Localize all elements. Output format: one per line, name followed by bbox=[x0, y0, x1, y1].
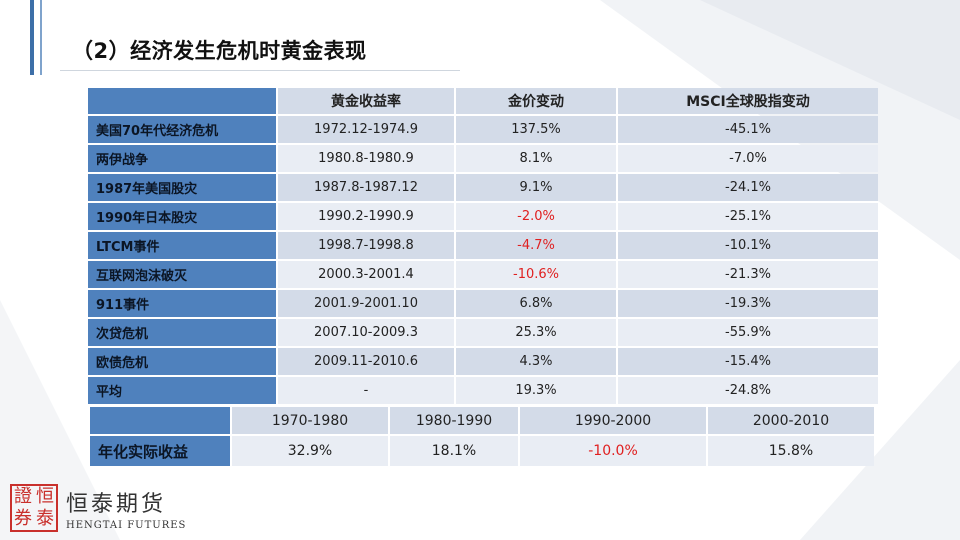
table-row: 两伊战争 1980.8-1980.9 8.1% -7.0% bbox=[88, 145, 878, 172]
table-row: 911事件 2001.9-2001.10 6.8% -19.3% bbox=[88, 290, 878, 317]
header-corner bbox=[90, 407, 230, 434]
seal-char: 恒 bbox=[36, 486, 54, 507]
header-decade-3: 1990-2000 bbox=[520, 407, 706, 434]
annual-return-table: 1970-1980 1980-1990 1990-2000 2000-2010 … bbox=[88, 405, 876, 468]
event-name: 欧债危机 bbox=[88, 348, 276, 375]
event-name: 两伊战争 bbox=[88, 145, 276, 172]
accent-bar-thin bbox=[40, 0, 42, 75]
msci-change: -21.3% bbox=[618, 261, 878, 288]
msci-change: -15.4% bbox=[618, 348, 878, 375]
seal-char: 證 bbox=[14, 486, 32, 507]
table-header-row: 黄金收益率 金价变动 MSCI全球股指变动 bbox=[88, 88, 878, 114]
title-divider bbox=[60, 70, 460, 71]
event-name: 1987年美国股灾 bbox=[88, 174, 276, 201]
seal-char: 券 bbox=[14, 508, 32, 529]
accent-bar bbox=[30, 0, 34, 75]
header-gold-change: 金价变动 bbox=[456, 88, 616, 114]
event-period: 1987.8-1987.12 bbox=[278, 174, 454, 201]
header-decade-4: 2000-2010 bbox=[708, 407, 874, 434]
gold-change: 25.3% bbox=[456, 319, 616, 346]
annual-value: -10.0% bbox=[520, 436, 706, 466]
event-name: 次贷危机 bbox=[88, 319, 276, 346]
header-msci-change: MSCI全球股指变动 bbox=[618, 88, 878, 114]
event-name: 911事件 bbox=[88, 290, 276, 317]
table-row: 年化实际收益 32.9% 18.1% -10.0% 15.8% bbox=[90, 436, 874, 466]
event-name: 1990年日本股灾 bbox=[88, 203, 276, 230]
msci-change: -45.1% bbox=[618, 116, 878, 143]
table-row: LTCM事件 1998.7-1998.8 -4.7% -10.1% bbox=[88, 232, 878, 259]
msci-change: -19.3% bbox=[618, 290, 878, 317]
table-row: 互联网泡沫破灭 2000.3-2001.4 -10.6% -21.3% bbox=[88, 261, 878, 288]
event-period: 2001.9-2001.10 bbox=[278, 290, 454, 317]
annual-value: 18.1% bbox=[390, 436, 518, 466]
msci-change: -25.1% bbox=[618, 203, 878, 230]
gold-change: 4.3% bbox=[456, 348, 616, 375]
crisis-gold-table: 黄金收益率 金价变动 MSCI全球股指变动 美国70年代经济危机 1972.12-… bbox=[86, 86, 880, 406]
gold-change: -10.6% bbox=[456, 261, 616, 288]
row-label: 年化实际收益 bbox=[90, 436, 230, 466]
table-row: 1987年美国股灾 1987.8-1987.12 9.1% -24.1% bbox=[88, 174, 878, 201]
event-name: 平均 bbox=[88, 377, 276, 404]
gold-change: 19.3% bbox=[456, 377, 616, 404]
brand-text: 恒泰期货 HENGTAI FUTURES bbox=[66, 486, 186, 531]
event-name: 美国70年代经济危机 bbox=[88, 116, 276, 143]
annual-value: 32.9% bbox=[232, 436, 388, 466]
event-period: 2009.11-2010.6 bbox=[278, 348, 454, 375]
slide-title: （2）经济发生危机时黄金表现 bbox=[72, 39, 367, 63]
header-corner bbox=[88, 88, 276, 114]
header-decade-1: 1970-1980 bbox=[232, 407, 388, 434]
table-header-row: 1970-1980 1980-1990 1990-2000 2000-2010 bbox=[90, 407, 874, 434]
event-period: - bbox=[278, 377, 454, 404]
header-gold-yield: 黄金收益率 bbox=[278, 88, 454, 114]
table-row: 1990年日本股灾 1990.2-1990.9 -2.0% -25.1% bbox=[88, 203, 878, 230]
event-period: 1972.12-1974.9 bbox=[278, 116, 454, 143]
msci-change: -55.9% bbox=[618, 319, 878, 346]
table-row: 次贷危机 2007.10-2009.3 25.3% -55.9% bbox=[88, 319, 878, 346]
msci-change: -24.8% bbox=[618, 377, 878, 404]
msci-change: -24.1% bbox=[618, 174, 878, 201]
event-name: 互联网泡沫破灭 bbox=[88, 261, 276, 288]
gold-change: -4.7% bbox=[456, 232, 616, 259]
event-name: LTCM事件 bbox=[88, 232, 276, 259]
gold-change: 8.1% bbox=[456, 145, 616, 172]
gold-change: 137.5% bbox=[456, 116, 616, 143]
annual-value: 15.8% bbox=[708, 436, 874, 466]
msci-change: -7.0% bbox=[618, 145, 878, 172]
event-period: 2007.10-2009.3 bbox=[278, 319, 454, 346]
msci-change: -10.1% bbox=[618, 232, 878, 259]
seal-char: 泰 bbox=[36, 508, 54, 529]
gold-change: 9.1% bbox=[456, 174, 616, 201]
table-row: 美国70年代经济危机 1972.12-1974.9 137.5% -45.1% bbox=[88, 116, 878, 143]
table-row: 欧债危机 2009.11-2010.6 4.3% -15.4% bbox=[88, 348, 878, 375]
brand-name-cn: 恒泰期货 bbox=[66, 491, 167, 517]
event-period: 1980.8-1980.9 bbox=[278, 145, 454, 172]
table-row: 平均 -19.3% -24.8% bbox=[88, 377, 878, 404]
gold-change: 6.8% bbox=[456, 290, 616, 317]
company-logo: 證 恒 券 泰 恒泰期货 HENGTAI FUTURES bbox=[10, 484, 186, 532]
event-period: 1998.7-1998.8 bbox=[278, 232, 454, 259]
event-period: 1990.2-1990.9 bbox=[278, 203, 454, 230]
brand-name-en: HENGTAI FUTURES bbox=[66, 519, 187, 531]
header-decade-2: 1980-1990 bbox=[390, 407, 518, 434]
gold-change: -2.0% bbox=[456, 203, 616, 230]
event-period: 2000.3-2001.4 bbox=[278, 261, 454, 288]
seal-icon: 證 恒 券 泰 bbox=[10, 484, 58, 532]
